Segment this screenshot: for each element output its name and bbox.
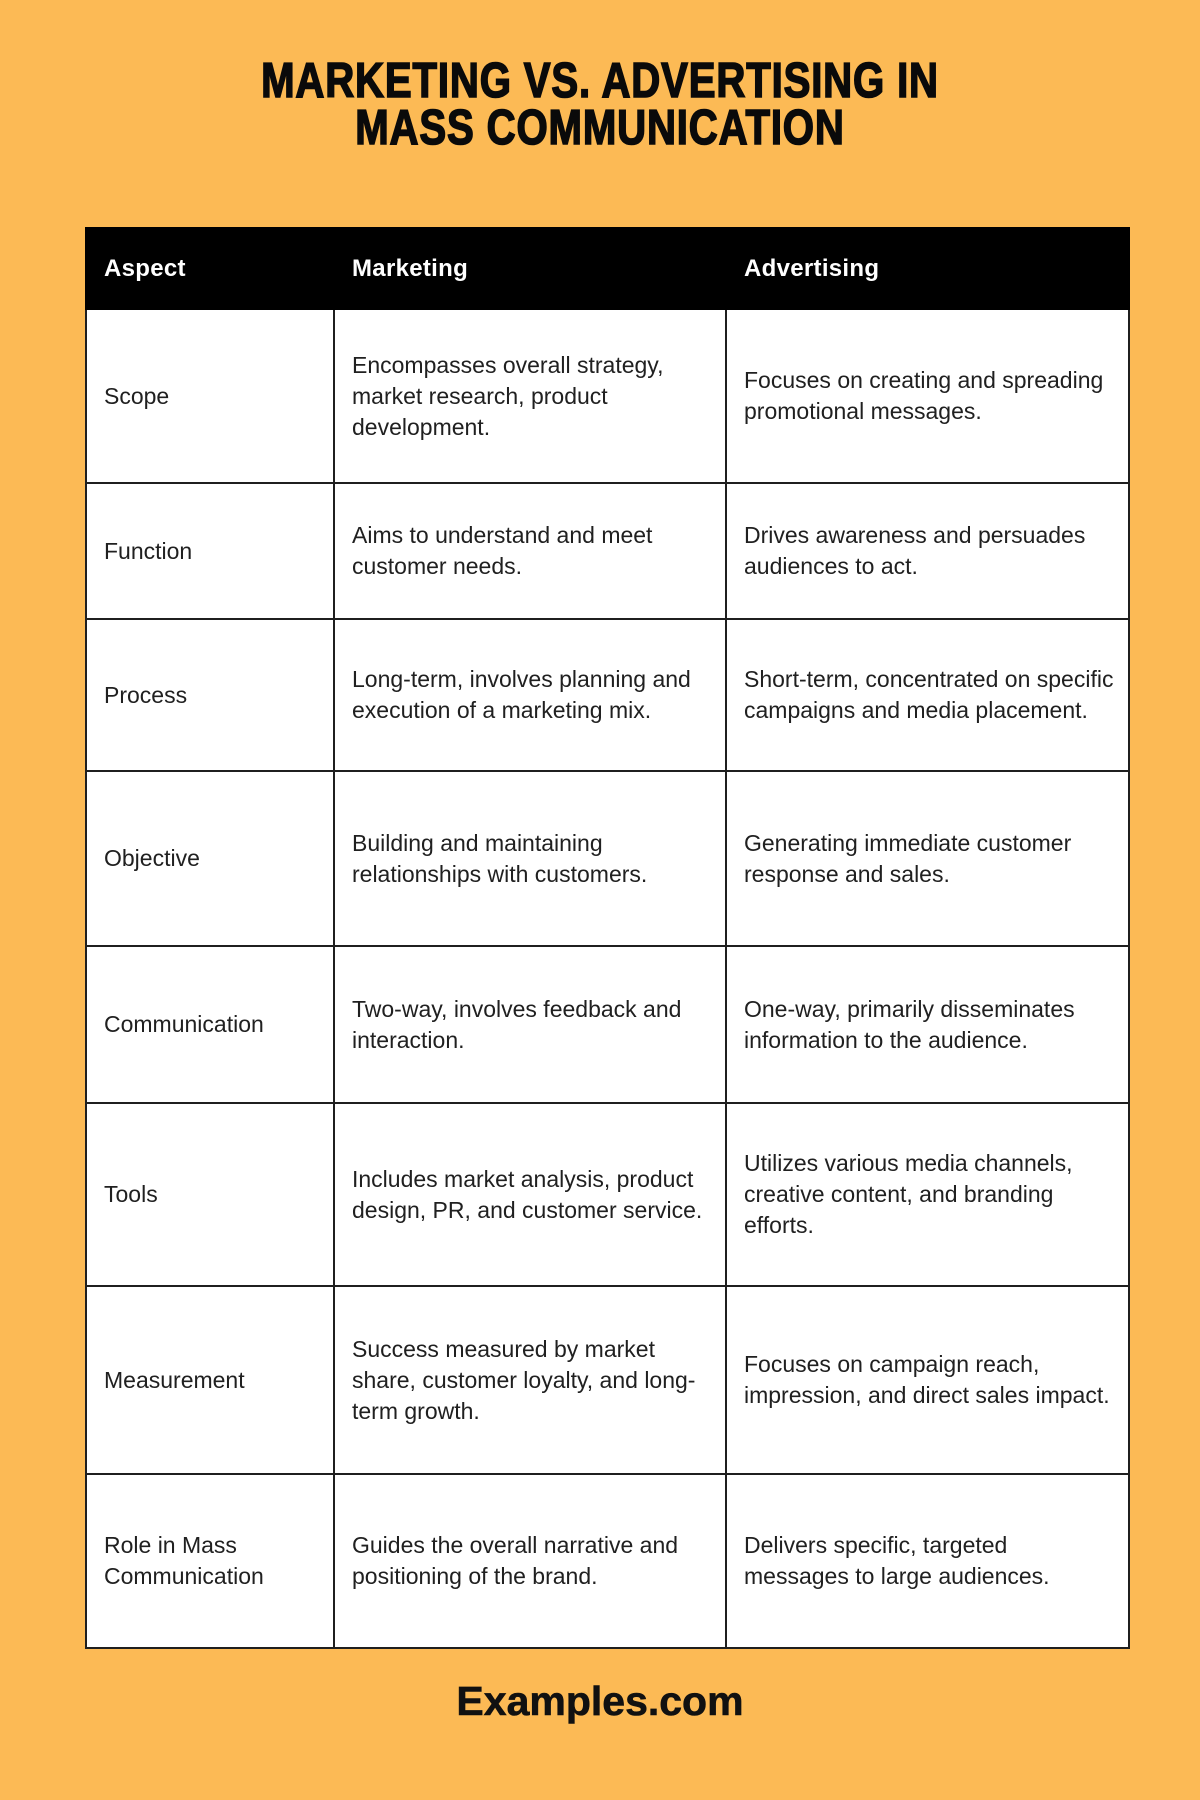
table-row-scope: Scope Encompasses overall strategy, mark…	[85, 308, 1130, 484]
comparison-table: Aspect Marketing Advertising Scope Encom…	[85, 227, 1130, 1649]
marketing-cell: Long-term, involves planning and executi…	[333, 618, 727, 772]
table-row-process: Process Long-term, involves planning and…	[85, 618, 1130, 772]
header-cell-advertising: Advertising	[725, 227, 1130, 310]
advertising-cell: Utilizes various media channels, creativ…	[725, 1102, 1130, 1287]
marketing-cell: Encompasses overall strategy, market res…	[333, 308, 727, 484]
marketing-cell: Aims to understand and meet customer nee…	[333, 482, 727, 620]
aspect-cell: Scope	[85, 308, 335, 484]
advertising-cell: Focuses on creating and spreading promot…	[725, 308, 1130, 484]
table-row-measurement: Measurement Success measured by market s…	[85, 1285, 1130, 1475]
footer-brand: Examples.com	[456, 1678, 744, 1725]
aspect-cell: Role in Mass Communication	[85, 1473, 335, 1649]
table-row-role-in-mass-communication: Role in Mass Communication Guides the ov…	[85, 1473, 1130, 1649]
marketing-cell: Building and maintaining relationships w…	[333, 770, 727, 947]
table-row-communication: Communication Two-way, involves feedback…	[85, 945, 1130, 1104]
header-cell-marketing: Marketing	[333, 227, 727, 310]
marketing-cell: Two-way, involves feedback and interacti…	[333, 945, 727, 1104]
advertising-cell: Drives awareness and persuades audiences…	[725, 482, 1130, 620]
aspect-cell: Tools	[85, 1102, 335, 1287]
aspect-cell: Communication	[85, 945, 335, 1104]
table-row-function: Function Aims to understand and meet cus…	[85, 482, 1130, 620]
advertising-cell: Delivers specific, targeted messages to …	[725, 1473, 1130, 1649]
table-row-tools: Tools Includes market analysis, product …	[85, 1102, 1130, 1287]
advertising-cell: One-way, primarily disseminates informat…	[725, 945, 1130, 1104]
advertising-cell: Short-term, concentrated on specific cam…	[725, 618, 1130, 772]
page-title: MARKETING VS. ADVERTISING IN MASS COMMUN…	[108, 54, 1092, 155]
aspect-cell: Measurement	[85, 1285, 335, 1475]
table-row-objective: Objective Building and maintaining relat…	[85, 770, 1130, 947]
marketing-cell: Success measured by market share, custom…	[333, 1285, 727, 1475]
table-header-row: Aspect Marketing Advertising	[85, 227, 1130, 310]
page-title-line-1: MARKETING VS. ADVERTISING IN	[260, 54, 939, 108]
marketing-cell: Guides the overall narrative and positio…	[333, 1473, 727, 1649]
marketing-cell: Includes market analysis, product design…	[333, 1102, 727, 1287]
aspect-cell: Process	[85, 618, 335, 772]
aspect-cell: Objective	[85, 770, 335, 947]
advertising-cell: Generating immediate customer response a…	[725, 770, 1130, 947]
page-title-line-2: MASS COMMUNICATION	[355, 101, 845, 155]
aspect-cell: Function	[85, 482, 335, 620]
header-cell-aspect: Aspect	[85, 227, 335, 310]
advertising-cell: Focuses on campaign reach, impression, a…	[725, 1285, 1130, 1475]
